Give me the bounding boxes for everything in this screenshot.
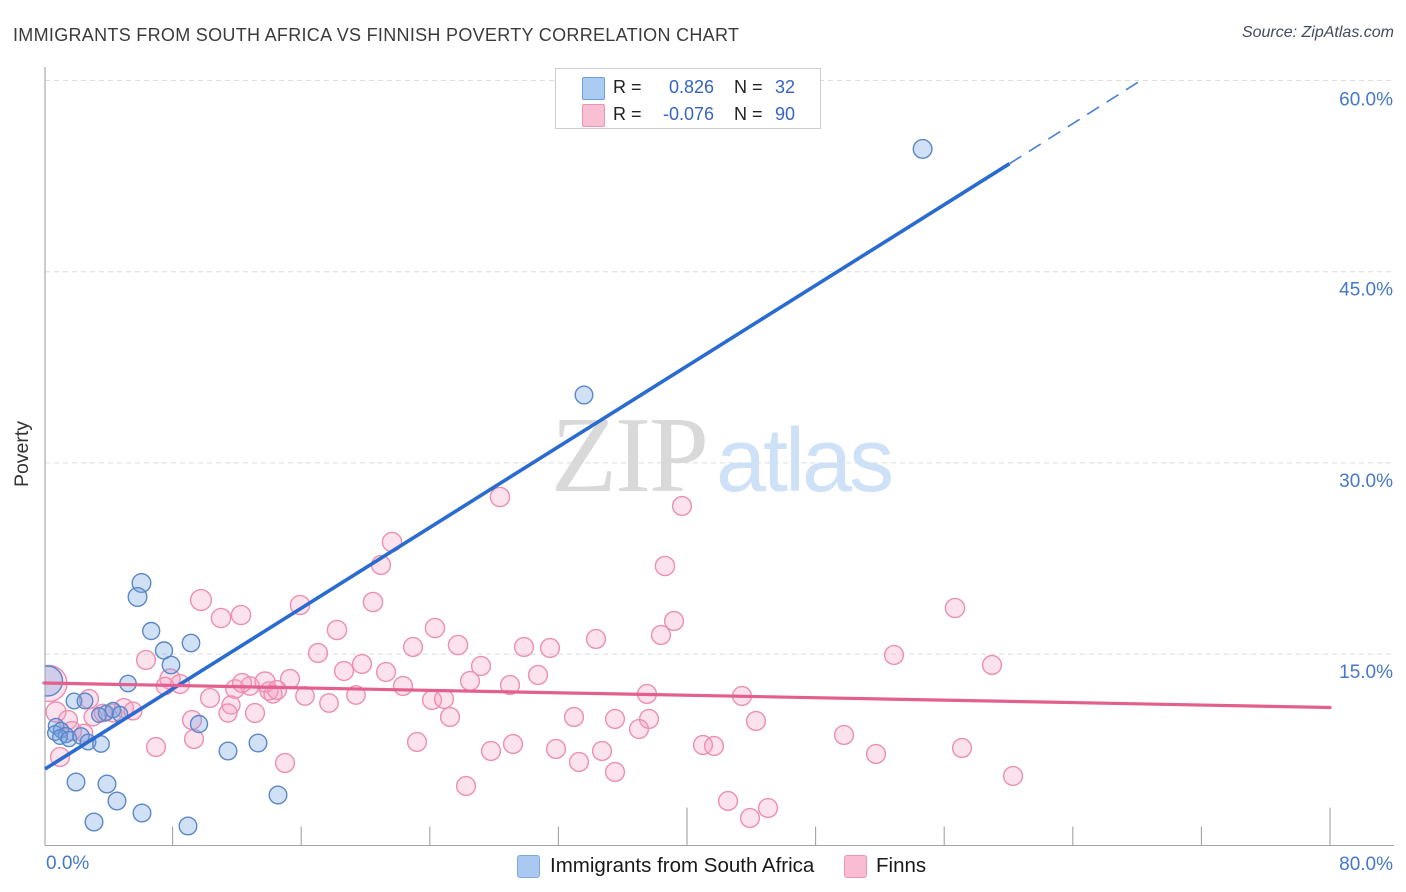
svg-text:80.0%: 80.0% — [1339, 854, 1393, 875]
svg-text:Poverty: Poverty — [11, 421, 33, 487]
svg-text:atlas: atlas — [716, 411, 891, 511]
svg-text:0.0%: 0.0% — [46, 853, 89, 874]
svg-text:ZIP: ZIP — [551, 396, 707, 515]
svg-text:60.0%: 60.0% — [1339, 90, 1393, 111]
svg-text:15.0%: 15.0% — [1339, 662, 1393, 683]
svg-text:45.0%: 45.0% — [1339, 280, 1393, 301]
svg-text:30.0%: 30.0% — [1339, 471, 1393, 492]
